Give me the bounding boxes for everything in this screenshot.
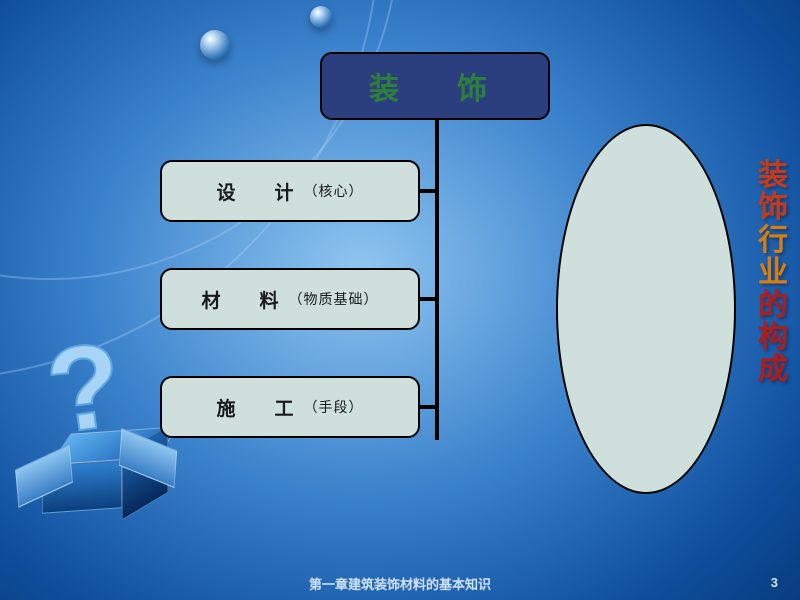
connector-line: [420, 189, 439, 193]
tree-child-node: 设 计（核心）: [160, 160, 420, 222]
vertical-title-char: 装: [758, 160, 788, 192]
vertical-title: 装饰行业的构成: [758, 160, 788, 387]
vertical-title-char: 饰: [758, 192, 788, 224]
slide: ? 装 饰设 计（核心）材 料（物质基础）施 工（手段） 装饰行业的构成 第一章…: [0, 0, 800, 600]
node-sub-label: （核心）: [304, 181, 364, 201]
node-main-label: 材 料: [201, 286, 288, 313]
tree-child-node: 施 工（手段）: [160, 376, 420, 438]
node-sub-label: （手段）: [304, 397, 364, 417]
vertical-title-char: 行: [758, 225, 788, 257]
decorative-sphere: [200, 30, 230, 60]
vertical-title-char: 构: [758, 322, 788, 354]
node-main-label: 设 计: [216, 178, 303, 205]
vertical-title-char: 业: [758, 257, 788, 289]
vertical-title-char: 的: [758, 290, 788, 322]
connector-line: [435, 120, 439, 440]
tree-child-node: 材 料（物质基础）: [160, 268, 420, 330]
page-number: 3: [771, 575, 778, 590]
decorative-sphere: [310, 6, 332, 28]
question-box-illustration: ?: [20, 340, 180, 530]
connector-line: [420, 297, 439, 301]
node-main-label: 施 工: [216, 394, 303, 421]
ellipse-placeholder: [556, 124, 736, 494]
node-sub-label: （物质基础）: [289, 289, 379, 309]
connector-line: [420, 405, 439, 409]
tree-root-node: 装 饰: [320, 52, 550, 120]
vertical-title-char: 成: [758, 354, 788, 386]
footer-text: 第一章建筑装饰材料的基本知识: [0, 566, 800, 600]
